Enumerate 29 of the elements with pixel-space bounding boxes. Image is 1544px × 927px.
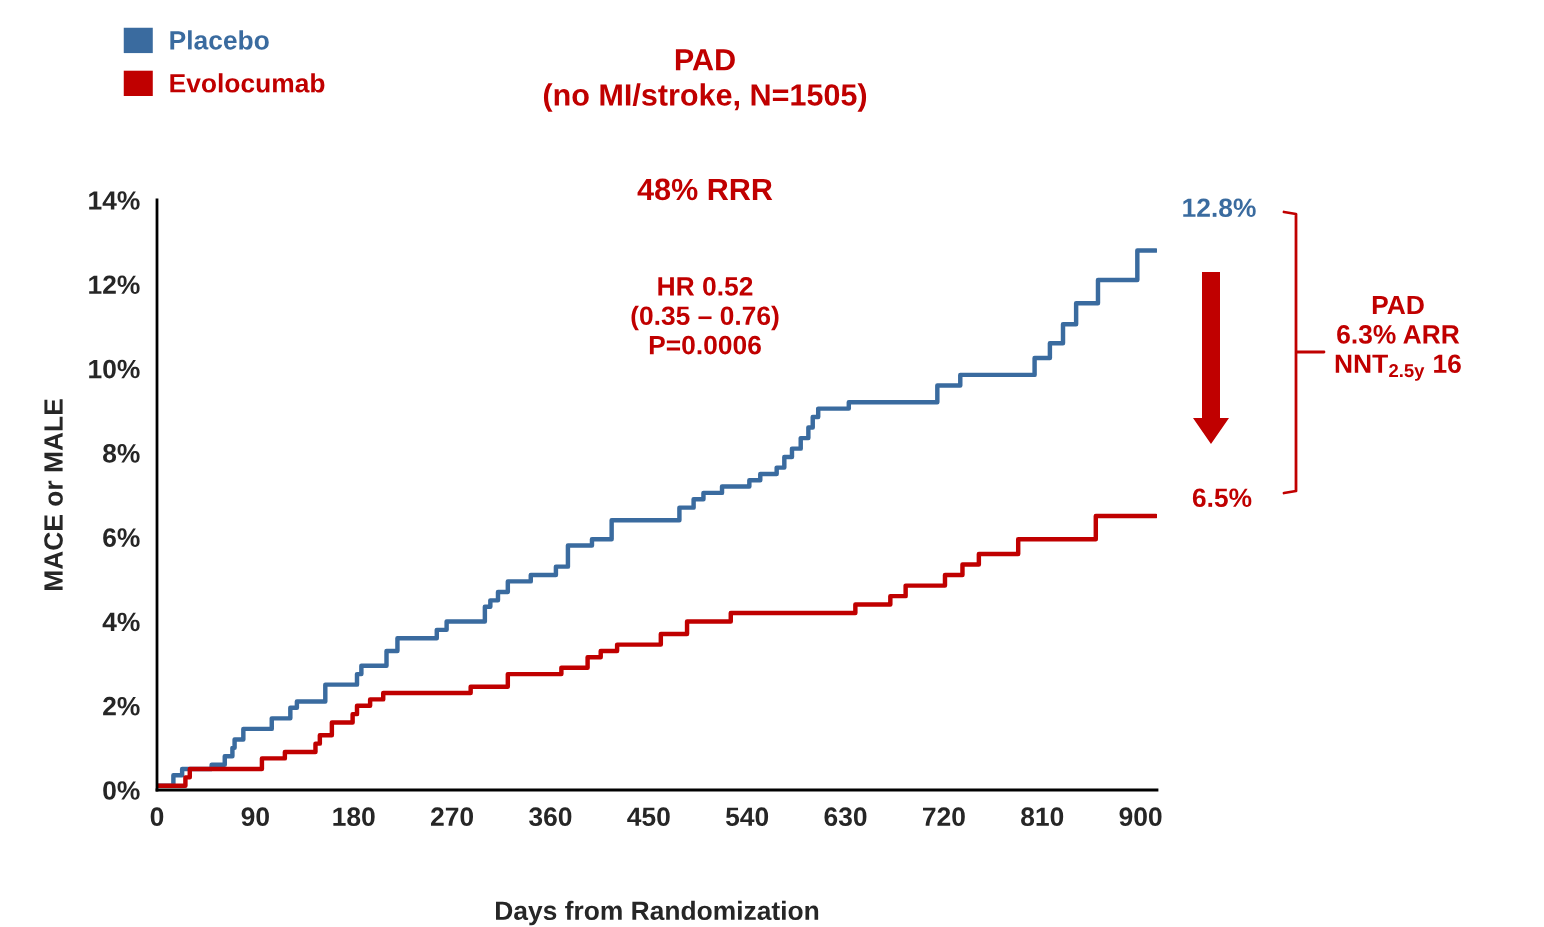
x-tick-label: 810 xyxy=(1021,807,1064,827)
y-tick-label: 12% xyxy=(89,275,140,295)
y-tick-label: 8% xyxy=(103,443,140,463)
x-tick-label: 540 xyxy=(725,807,769,827)
text: PAD 6.3% ARR NNT$_{2.5y}$ 16 xyxy=(1335,295,1461,381)
annotation: 48% RRR xyxy=(637,178,773,201)
chart-title: PAD (no MI/stroke, N=1505) xyxy=(543,49,867,112)
x-tick-label: 450 xyxy=(627,807,670,827)
text: 12.8% xyxy=(1183,198,1256,218)
y-tick-label: 14% xyxy=(89,191,140,210)
y-tick-label: 0% xyxy=(103,781,140,800)
y-tick-label: 2% xyxy=(103,696,140,716)
x-tick-label: 720 xyxy=(923,807,965,827)
legend-label: Placebo xyxy=(170,30,269,50)
x-tick-label: 90 xyxy=(241,807,269,827)
x-tick-label: 270 xyxy=(430,807,474,827)
x-tick-label: 360 xyxy=(529,807,572,827)
x-tick-label: 0 xyxy=(150,807,164,827)
x-tick-label: 180 xyxy=(333,807,375,827)
x-tick-label: 900 xyxy=(1119,807,1162,827)
legend-label: Evolocumab xyxy=(170,73,325,93)
text: 6.5% xyxy=(1192,488,1252,508)
y-tick-label: 6% xyxy=(103,528,140,547)
y-axis-title: MACE or MALE xyxy=(44,399,63,590)
x-tick-label: 630 xyxy=(824,807,867,827)
x-axis-title: Days from Randomization xyxy=(496,900,819,926)
y-tick-label: 10% xyxy=(89,359,140,379)
annotation: HR 0.52 (0.35 – 0.76) P=0.0006 xyxy=(631,277,779,355)
y-tick-label: 4% xyxy=(102,612,140,632)
